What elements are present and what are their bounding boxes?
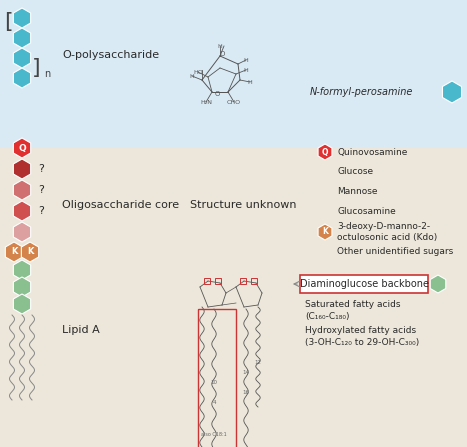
Text: 10: 10 — [211, 380, 218, 385]
Text: K: K — [27, 248, 33, 257]
Text: ]: ] — [32, 58, 40, 78]
Text: 16: 16 — [242, 391, 249, 396]
Polygon shape — [14, 159, 31, 179]
Text: Hydroxylated fatty acids: Hydroxylated fatty acids — [305, 326, 416, 335]
Text: also C18:1: also C18:1 — [201, 433, 227, 438]
Polygon shape — [14, 201, 31, 221]
Text: 3-deoxy-D-manno-2-
octulosonic acid (Kdo): 3-deoxy-D-manno-2- octulosonic acid (Kdo… — [337, 222, 437, 242]
Text: H: H — [244, 58, 248, 63]
Polygon shape — [14, 48, 31, 68]
Text: 4: 4 — [212, 401, 216, 405]
Text: Structure unknown: Structure unknown — [190, 200, 297, 210]
Bar — [251, 278, 257, 284]
Text: Mannose: Mannose — [337, 187, 377, 197]
Text: Lipid A: Lipid A — [62, 325, 100, 335]
Text: K: K — [11, 248, 17, 257]
Polygon shape — [14, 68, 31, 88]
Bar — [204, 278, 210, 284]
Polygon shape — [430, 275, 446, 293]
Bar — [0, 278, 467, 447]
Text: n: n — [44, 69, 50, 79]
Text: Oligosaccharide core: Oligosaccharide core — [62, 200, 179, 210]
Text: HO: HO — [193, 69, 203, 75]
Text: ?: ? — [38, 164, 44, 174]
Polygon shape — [14, 8, 31, 28]
Text: O: O — [219, 51, 225, 57]
Text: Glucosamine: Glucosamine — [337, 207, 396, 216]
Text: (3-OH-C₁₂₀ to 29-OH-C₃₀₀): (3-OH-C₁₂₀ to 29-OH-C₃₀₀) — [305, 338, 419, 347]
Text: Other unidentified sugars: Other unidentified sugars — [337, 248, 453, 257]
Text: Saturated fatty acids: Saturated fatty acids — [305, 300, 401, 309]
Bar — [215, 278, 221, 284]
Text: O-polysaccharide: O-polysaccharide — [62, 50, 159, 60]
Text: Quinovosamine: Quinovosamine — [337, 148, 407, 156]
Polygon shape — [442, 81, 461, 103]
Text: 12: 12 — [255, 360, 262, 366]
Polygon shape — [318, 144, 332, 160]
Text: H₂N: H₂N — [200, 100, 212, 105]
Text: H: H — [248, 80, 252, 84]
Polygon shape — [14, 222, 31, 242]
Polygon shape — [21, 242, 39, 262]
Text: Diaminoglucose backbone: Diaminoglucose backbone — [299, 279, 429, 289]
Bar — [198, 309, 236, 447]
Polygon shape — [14, 294, 31, 314]
Text: ?: ? — [38, 206, 44, 216]
Text: O: O — [214, 91, 219, 97]
Text: [: [ — [4, 12, 12, 32]
Bar — [240, 278, 246, 284]
Bar — [0, 0, 467, 148]
Polygon shape — [5, 242, 23, 262]
Text: K: K — [322, 228, 328, 236]
Text: H: H — [218, 43, 222, 49]
Polygon shape — [14, 180, 31, 200]
Text: CHO: CHO — [227, 100, 241, 105]
Text: 14: 14 — [242, 371, 249, 375]
Polygon shape — [14, 260, 31, 280]
Text: (C₁₆₀-C₁₈₀): (C₁₆₀-C₁₈₀) — [305, 312, 349, 321]
Text: Q: Q — [322, 148, 328, 156]
Bar — [0, 148, 467, 278]
Polygon shape — [14, 277, 31, 297]
Text: Q: Q — [18, 143, 26, 152]
Polygon shape — [14, 28, 31, 48]
Polygon shape — [318, 224, 332, 240]
Text: N-formyl-perosamine: N-formyl-perosamine — [310, 87, 413, 97]
Bar — [300, 275, 428, 293]
Text: Glucose: Glucose — [337, 168, 373, 177]
Polygon shape — [14, 138, 31, 158]
Text: ?: ? — [38, 185, 44, 195]
Text: H: H — [190, 73, 194, 79]
Text: H: H — [244, 67, 248, 72]
